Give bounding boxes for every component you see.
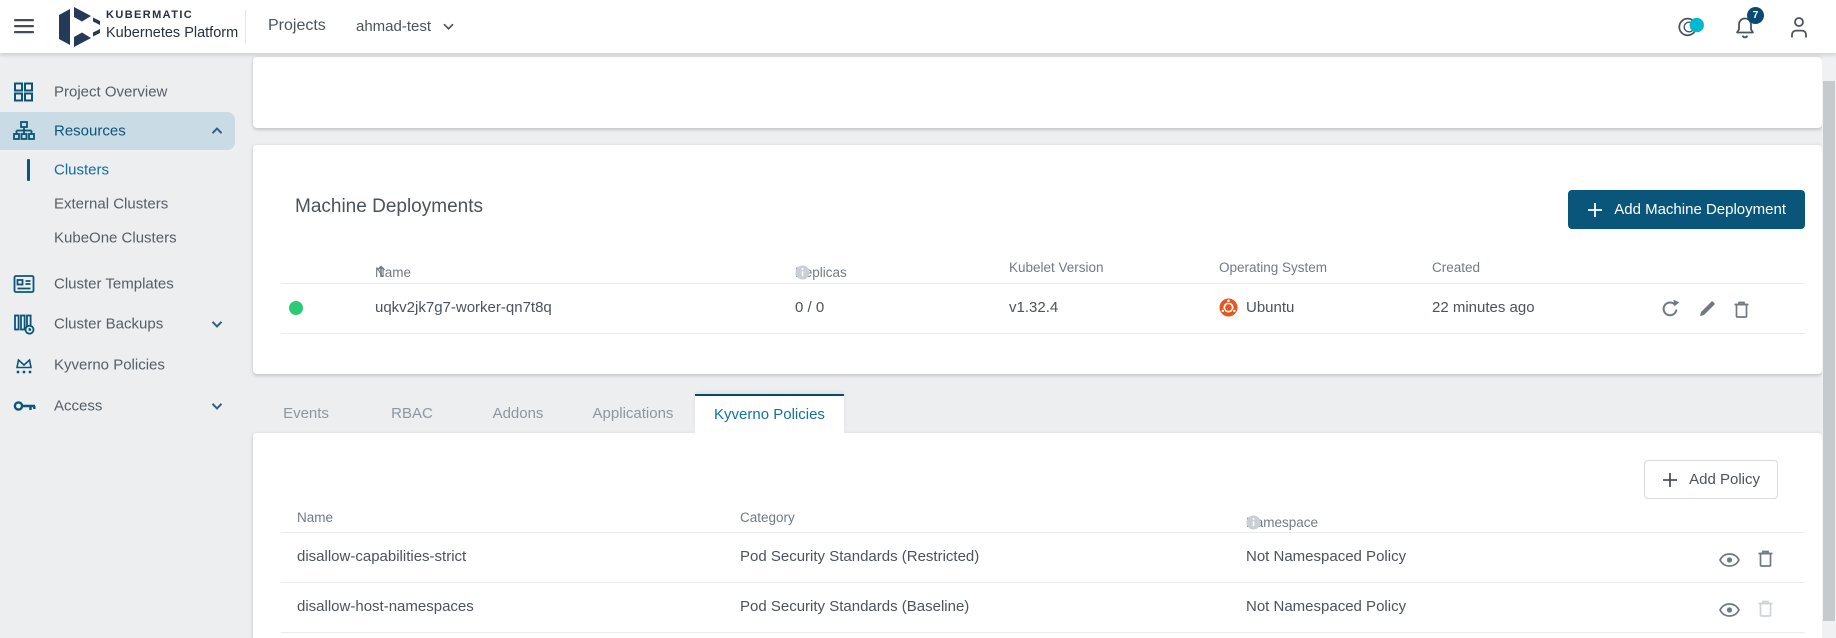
- sidebar-item-label: Cluster Backups: [54, 315, 164, 333]
- machine-deployment-os-label: Ubuntu: [1246, 299, 1295, 316]
- machine-deployment-created: 22 minutes ago: [1432, 299, 1535, 316]
- tab-applications[interactable]: Applications: [592, 405, 674, 422]
- tab-kyverno-policies[interactable]: Kyverno Policies: [695, 394, 844, 433]
- tab-addons[interactable]: Addons: [492, 405, 544, 422]
- menu-icon[interactable]: [12, 14, 36, 38]
- column-header-name: Name: [297, 510, 334, 525]
- plus-icon: [1587, 202, 1603, 218]
- top-bar: KUBERMATIC Kubernetes Platform Projects …: [0, 0, 1836, 53]
- sidebar-item-label: Cluster Templates: [54, 275, 174, 293]
- topbar-actions: 7: [1676, 0, 1814, 53]
- column-header-category: Category: [740, 510, 795, 525]
- info-icon[interactable]: [1246, 515, 1261, 530]
- theme-toggle-icon[interactable]: [1676, 12, 1706, 42]
- add-policy-button[interactable]: Add Policy: [1644, 460, 1778, 499]
- plus-icon: [1662, 472, 1678, 488]
- restart-icon[interactable]: [1659, 298, 1681, 320]
- cluster-summary-card: [253, 57, 1822, 128]
- sidebar-item-cluster-templates[interactable]: Cluster Templates: [0, 265, 236, 303]
- sidebar-item-external-clusters[interactable]: External Clusters: [0, 187, 236, 221]
- delete-icon-disabled: [1754, 597, 1776, 619]
- tab-events[interactable]: Events: [283, 405, 329, 422]
- sidebar-item-resources[interactable]: Resources: [0, 112, 235, 150]
- crown-icon: [13, 355, 35, 376]
- sidebar-item-kubeone-clusters[interactable]: KubeOne Clusters: [0, 221, 236, 255]
- nav-section-title: Projects: [268, 17, 326, 34]
- project-selector-value: ahmad-test: [356, 18, 432, 35]
- view-eye-icon[interactable]: [1718, 549, 1740, 571]
- kyverno-policies-panel: Add Policy Name Category Namespace disal…: [253, 433, 1822, 638]
- info-icon[interactable]: [795, 265, 810, 280]
- add-machine-deployment-button[interactable]: Add Machine Deployment: [1568, 190, 1805, 229]
- chevron-down-icon: [443, 23, 454, 30]
- column-header-kubelet-version: Kubelet Version: [1009, 260, 1104, 275]
- view-eye-icon[interactable]: [1718, 599, 1740, 621]
- sidebar-item-project-overview[interactable]: Project Overview: [0, 73, 236, 111]
- policy-category: Pod Security Standards (Baseline): [740, 598, 970, 615]
- grid-icon: [13, 82, 34, 103]
- sidebar-item-kyverno-policies[interactable]: Kyverno Policies: [0, 346, 236, 384]
- template-icon: [13, 274, 35, 294]
- active-indicator-bar: [27, 159, 30, 181]
- sidebar-item-cluster-backups[interactable]: Cluster Backups: [0, 305, 236, 343]
- policy-row[interactable]: disallow-host-namespaces Pod Security St…: [281, 582, 1805, 633]
- delete-icon[interactable]: [1754, 547, 1776, 569]
- chevron-up-icon: [211, 127, 223, 135]
- column-header-created: Created: [1432, 260, 1481, 275]
- key-icon: [13, 397, 37, 415]
- add-machine-deployment-label: Add Machine Deployment: [1614, 201, 1786, 218]
- kyverno-table-header: Name Category Namespace: [281, 505, 1805, 533]
- sidebar-item-label: External Clusters: [54, 195, 169, 213]
- sidebar-item-label: Kyverno Policies: [54, 356, 165, 374]
- machine-deployments-card: Machine Deployments Add Machine Deployme…: [253, 145, 1822, 374]
- policy-row[interactable]: disallow-capabilities-strict Pod Securit…: [281, 532, 1805, 583]
- sidebar-item-label: Resources: [54, 122, 126, 140]
- sidebar: Project Overview Resources Clusters Exte…: [0, 53, 236, 638]
- topbar-divider: [245, 10, 246, 43]
- user-account-icon[interactable]: [1784, 12, 1814, 42]
- cluster-detail-tabs: Events RBAC Addons Applications Kyverno …: [253, 394, 844, 433]
- sort-ascending-icon: [375, 265, 387, 278]
- brand-subtitle: Kubernetes Platform: [106, 24, 239, 41]
- sidebar-item-label: Project Overview: [54, 83, 168, 101]
- scrollbar-thumb[interactable]: [1823, 81, 1835, 621]
- chevron-down-icon: [211, 320, 223, 328]
- sidebar-item-label: Clusters: [54, 161, 110, 179]
- machine-deployment-os: Ubuntu: [1219, 298, 1294, 317]
- policy-category: Pod Security Standards (Restricted): [740, 548, 980, 565]
- sitemap-icon: [13, 121, 35, 141]
- status-running-icon: [289, 301, 303, 315]
- notifications-bell-icon[interactable]: 7: [1730, 6, 1764, 42]
- machine-deployment-kubelet-version: v1.32.4: [1009, 299, 1059, 316]
- machine-deployment-name: uqkv2jk7g7-worker-qn7t8q: [375, 299, 552, 316]
- policy-name: disallow-host-namespaces: [297, 598, 474, 615]
- machine-deployments-table-header: Name Replicas Kubelet Version Operating …: [281, 255, 1805, 284]
- add-policy-label: Add Policy: [1689, 471, 1760, 488]
- machine-deployment-row[interactable]: uqkv2jk7g7-worker-qn7t8q 0 / 0 v1.32.4 U…: [281, 283, 1805, 334]
- policy-namespace: Not Namespaced Policy: [1246, 548, 1407, 565]
- sidebar-item-access[interactable]: Access: [0, 387, 236, 425]
- ubuntu-logo-icon: [1219, 298, 1238, 317]
- notification-count-badge: 7: [1747, 6, 1764, 24]
- column-header-operating-system: Operating System: [1219, 260, 1328, 275]
- kubermatic-logo-icon[interactable]: [57, 7, 101, 47]
- sidebar-item-label: KubeOne Clusters: [54, 229, 177, 247]
- machine-deployment-replicas: 0 / 0: [795, 299, 825, 316]
- vertical-scrollbar[interactable]: [1822, 53, 1836, 638]
- machine-deployments-title: Machine Deployments: [295, 196, 483, 217]
- project-selector[interactable]: ahmad-test: [356, 18, 454, 35]
- policy-name: disallow-capabilities-strict: [297, 548, 467, 565]
- chevron-down-icon: [211, 402, 223, 410]
- edit-icon[interactable]: [1696, 298, 1718, 320]
- policy-namespace: Not Namespaced Policy: [1246, 598, 1407, 615]
- sidebar-item-clusters[interactable]: Clusters: [0, 153, 236, 187]
- brand-text: KUBERMATIC Kubernetes Platform: [106, 9, 238, 42]
- brand-name: KUBERMATIC: [106, 9, 194, 21]
- delete-icon[interactable]: [1730, 298, 1752, 320]
- backup-icon: [13, 314, 35, 335]
- sidebar-item-label: Access: [54, 397, 103, 415]
- tab-rbac[interactable]: RBAC: [391, 405, 433, 422]
